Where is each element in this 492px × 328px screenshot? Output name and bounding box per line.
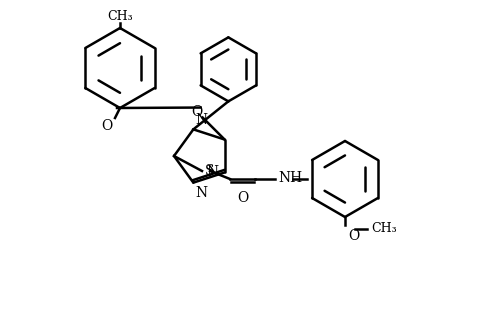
Text: N: N: [195, 113, 208, 127]
Text: O: O: [191, 105, 202, 118]
Text: N: N: [207, 165, 218, 179]
Text: O: O: [237, 191, 248, 205]
Text: S: S: [205, 164, 215, 178]
Text: N: N: [195, 186, 208, 200]
Text: NH: NH: [278, 171, 302, 185]
Text: O: O: [348, 229, 359, 243]
Text: CH₃: CH₃: [371, 222, 397, 236]
Text: CH₃: CH₃: [107, 10, 133, 23]
Text: O: O: [102, 119, 113, 133]
